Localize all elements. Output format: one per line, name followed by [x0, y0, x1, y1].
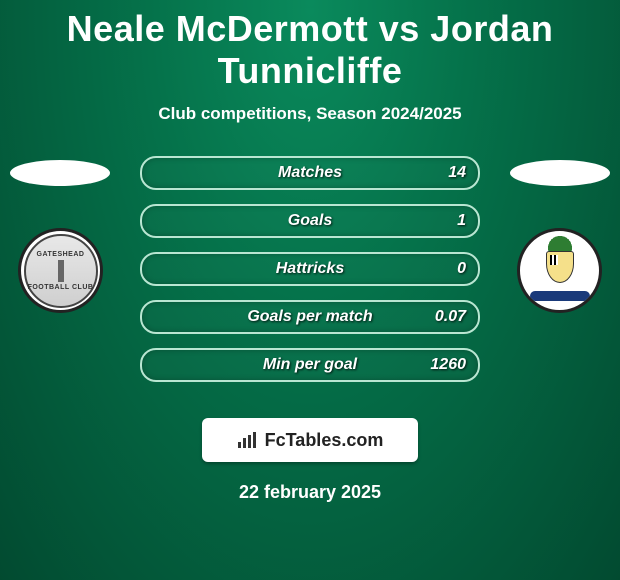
page-title: Neale McDermott vs Jordan Tunnicliffe — [0, 8, 620, 92]
stat-label: Min per goal — [142, 350, 478, 380]
player-marker-right — [510, 160, 610, 186]
stat-value: 0.07 — [435, 302, 466, 332]
stat-bar-matches: Matches 14 — [140, 156, 480, 190]
club-badge-right — [517, 228, 602, 313]
stat-bars: Matches 14 Goals 1 Hattricks 0 Goals per… — [140, 156, 480, 396]
bar-chart-icon — [237, 431, 259, 449]
club-badge-right-ribbon — [530, 291, 590, 301]
source-logo-text: FcTables.com — [265, 430, 384, 451]
stat-label: Matches — [142, 158, 478, 188]
stat-bar-hattricks: Hattricks 0 — [140, 252, 480, 286]
subtitle: Club competitions, Season 2024/2025 — [0, 104, 620, 124]
date-text: 22 february 2025 — [0, 482, 620, 503]
stat-bar-goals-per-match: Goals per match 0.07 — [140, 300, 480, 334]
stat-bar-goals: Goals 1 — [140, 204, 480, 238]
club-badge-right-shield — [546, 251, 574, 283]
stat-label: Goals per match — [142, 302, 478, 332]
stat-label: Goals — [142, 206, 478, 236]
stat-value: 0 — [457, 254, 466, 284]
club-badge-right-inner — [524, 235, 596, 307]
stat-value: 1260 — [430, 350, 466, 380]
player-marker-left — [10, 160, 110, 186]
stat-bar-min-per-goal: Min per goal 1260 — [140, 348, 480, 382]
source-logo: FcTables.com — [202, 418, 418, 462]
stat-label: Hattricks — [142, 254, 478, 284]
club-badge-left-text-top: GATESHEAD — [37, 251, 85, 258]
stat-value: 14 — [448, 158, 466, 188]
club-badge-left-text-bottom: FOOTBALL CLUB — [28, 284, 94, 291]
stat-value: 1 — [457, 206, 466, 236]
comparison-panel: GATESHEAD FOOTBALL CLUB Matches 14 Goals… — [0, 156, 620, 396]
club-badge-left: GATESHEAD FOOTBALL CLUB — [18, 228, 103, 313]
club-badge-left-inner: GATESHEAD FOOTBALL CLUB — [24, 234, 98, 308]
club-badge-left-graphic — [58, 260, 64, 282]
